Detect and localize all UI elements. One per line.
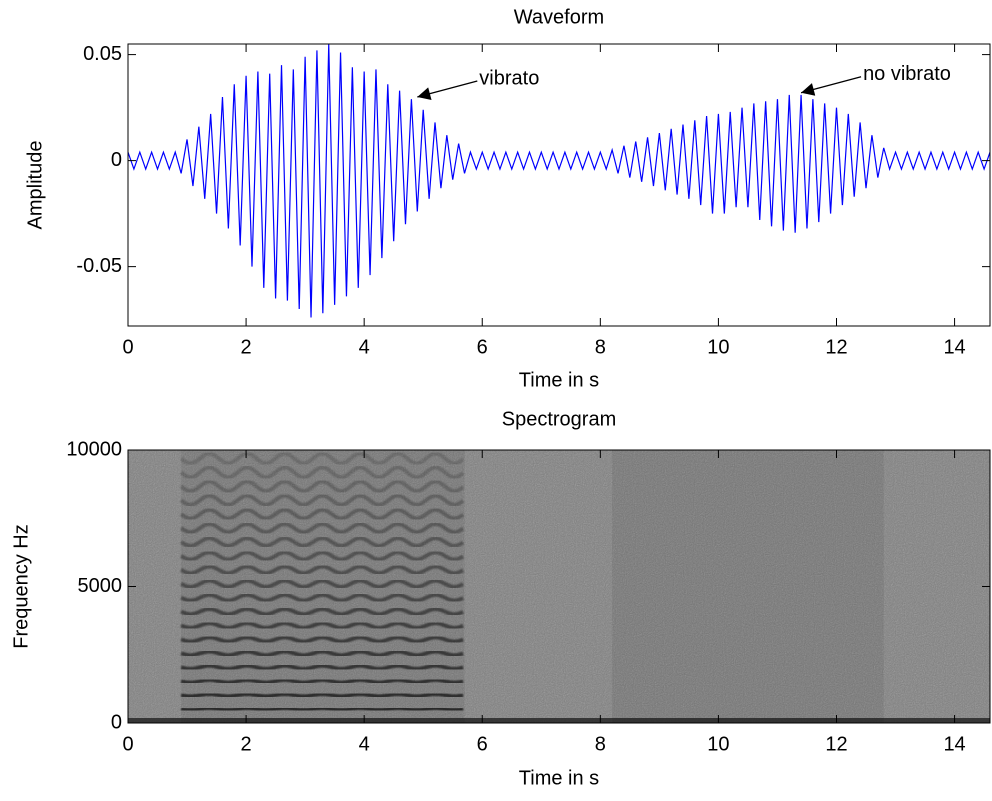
harmonic bbox=[180, 564, 464, 576]
harmonic bbox=[180, 635, 464, 644]
waveform-line bbox=[128, 44, 990, 318]
harmonic bbox=[180, 536, 465, 548]
y-tick-label: 0.05 bbox=[83, 43, 122, 65]
x-tick-label: 0 bbox=[122, 336, 133, 358]
harmonic bbox=[180, 649, 464, 658]
x-tick-label: 14 bbox=[943, 336, 965, 358]
y-tick-label: -0.05 bbox=[76, 255, 122, 277]
x-tick-label: 12 bbox=[825, 336, 847, 358]
x-tick-label: 12 bbox=[825, 733, 847, 755]
harmonic bbox=[180, 521, 465, 535]
chart-title: Waveform bbox=[514, 6, 604, 28]
y-tick-label: 5000 bbox=[78, 575, 123, 597]
x-tick-label: 0 bbox=[122, 733, 133, 755]
x-tick-label: 6 bbox=[477, 733, 488, 755]
plot-area bbox=[128, 450, 990, 723]
harmonic bbox=[180, 606, 464, 617]
harmonic bbox=[180, 550, 465, 562]
y-tick-label: 0 bbox=[111, 149, 122, 171]
plot-area bbox=[128, 44, 990, 318]
dc-band bbox=[128, 718, 990, 723]
harmonic bbox=[179, 465, 465, 480]
annotation-arrow bbox=[800, 76, 862, 96]
harmonic bbox=[180, 663, 464, 671]
x-tick-label: 8 bbox=[595, 733, 606, 755]
x-tick-label: 2 bbox=[241, 733, 252, 755]
note-region bbox=[612, 450, 884, 723]
chart-title: Spectrogram bbox=[502, 408, 617, 430]
annotation-text: no vibrato bbox=[863, 63, 951, 85]
harmonic bbox=[179, 479, 465, 494]
harmonic bbox=[180, 706, 464, 712]
y-axis-label: Frequency Hz bbox=[10, 524, 32, 649]
x-tick-label: 4 bbox=[359, 733, 370, 755]
y-tick-label: 10000 bbox=[66, 438, 122, 460]
x-tick-label: 14 bbox=[943, 733, 965, 755]
harmonic bbox=[179, 507, 465, 521]
harmonic bbox=[179, 493, 465, 507]
x-tick-label: 10 bbox=[707, 733, 729, 755]
harmonic bbox=[180, 692, 464, 699]
x-tick-label: 2 bbox=[241, 336, 252, 358]
x-tick-label: 10 bbox=[707, 336, 729, 358]
harmonic bbox=[180, 592, 464, 603]
harmonic bbox=[179, 451, 465, 466]
x-tick-label: 4 bbox=[359, 336, 370, 358]
harmonic bbox=[180, 578, 464, 589]
harmonic bbox=[180, 621, 464, 630]
x-axis-label: Time in s bbox=[519, 369, 599, 391]
x-tick-label: 6 bbox=[477, 336, 488, 358]
x-axis-label: Time in s bbox=[519, 767, 599, 789]
annotation-text: vibrato bbox=[479, 67, 539, 89]
x-tick-label: 8 bbox=[595, 336, 606, 358]
y-axis-label: Amplitude bbox=[24, 141, 46, 230]
y-tick-label: 0 bbox=[111, 711, 122, 733]
axes-box bbox=[127, 43, 991, 327]
annotation-arrow bbox=[417, 80, 478, 100]
harmonic bbox=[180, 677, 464, 685]
